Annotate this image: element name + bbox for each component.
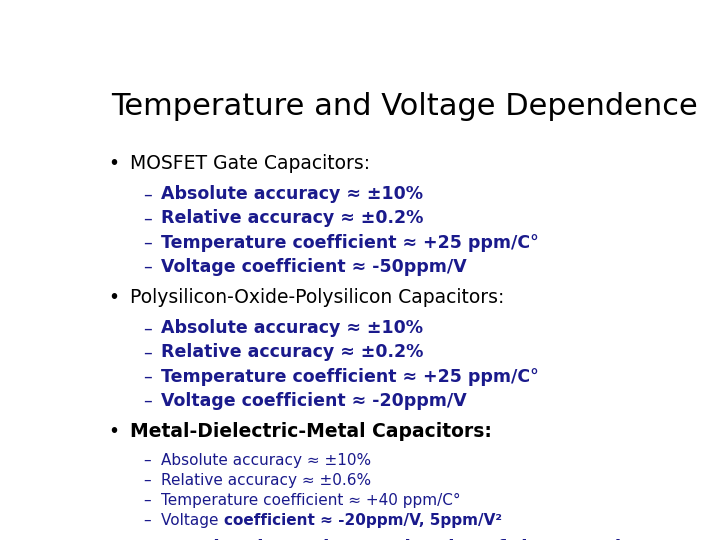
Text: Voltage coefficient ≈ -50ppm/V: Voltage coefficient ≈ -50ppm/V xyxy=(161,258,467,276)
Text: –: – xyxy=(143,368,152,386)
Text: Temperature coefficient ≈ +25 ppm/C°: Temperature coefficient ≈ +25 ppm/C° xyxy=(161,234,539,252)
Text: Accuracies depend upon the size of the capacitors.: Accuracies depend upon the size of the c… xyxy=(130,539,670,540)
Text: –: – xyxy=(143,210,152,227)
Text: Metal-Dielectric-Metal Capacitors:: Metal-Dielectric-Metal Capacitors: xyxy=(130,422,492,441)
Text: Relative accuracy ≈ ±0.6%: Relative accuracy ≈ ±0.6% xyxy=(161,473,372,488)
Text: Voltage: Voltage xyxy=(161,513,224,528)
Text: Absolute accuracy ≈ ±10%: Absolute accuracy ≈ ±10% xyxy=(161,185,423,204)
Text: Temperature coefficient ≈ +40 ppm/C°: Temperature coefficient ≈ +40 ppm/C° xyxy=(161,493,461,508)
Text: coefficient ≈ -20ppm/V, 5ppm/V²: coefficient ≈ -20ppm/V, 5ppm/V² xyxy=(224,513,502,528)
Text: Absolute accuracy ≈ ±10%: Absolute accuracy ≈ ±10% xyxy=(161,319,423,338)
Text: Relative accuracy ≈ ±0.2%: Relative accuracy ≈ ±0.2% xyxy=(161,343,424,361)
Text: Polysilicon-Oxide-Polysilicon Capacitors:: Polysilicon-Oxide-Polysilicon Capacitors… xyxy=(130,288,505,307)
Text: Absolute accuracy ≈ ±10%: Absolute accuracy ≈ ±10% xyxy=(161,453,372,468)
Text: •: • xyxy=(108,154,119,173)
Text: –: – xyxy=(143,234,152,252)
Text: –: – xyxy=(143,319,152,338)
Text: Temperature and Voltage Dependence: Temperature and Voltage Dependence xyxy=(111,92,698,121)
Text: Voltage coefficient ≈ -20ppm/V: Voltage coefficient ≈ -20ppm/V xyxy=(161,392,467,410)
Text: •: • xyxy=(108,288,119,307)
Text: •: • xyxy=(108,539,119,540)
Text: Temperature coefficient ≈ +25 ppm/C°: Temperature coefficient ≈ +25 ppm/C° xyxy=(161,368,539,386)
Text: –: – xyxy=(143,258,152,276)
Text: MOSFET Gate Capacitors:: MOSFET Gate Capacitors: xyxy=(130,154,370,173)
Text: Relative accuracy ≈ ±0.2%: Relative accuracy ≈ ±0.2% xyxy=(161,210,424,227)
Text: –: – xyxy=(143,473,150,488)
Text: –: – xyxy=(143,392,152,410)
Text: –: – xyxy=(143,513,150,528)
Text: –: – xyxy=(143,343,152,361)
Text: –: – xyxy=(143,493,150,508)
Text: –: – xyxy=(143,453,150,468)
Text: •: • xyxy=(108,422,119,441)
Text: –: – xyxy=(143,185,152,204)
